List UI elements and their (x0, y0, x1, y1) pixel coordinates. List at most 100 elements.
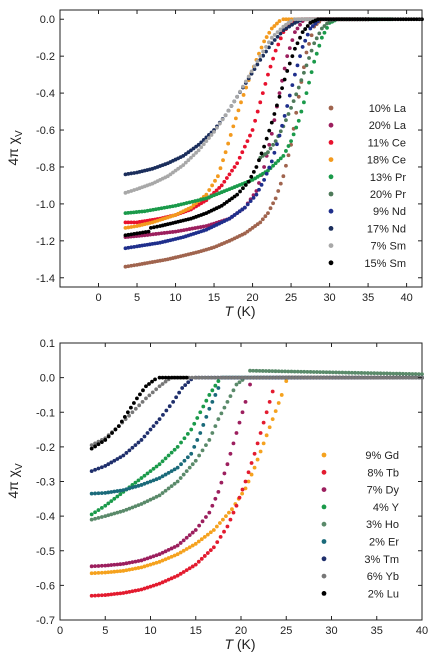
data-point (251, 169, 256, 174)
data-point (285, 54, 290, 59)
data-point (290, 22, 294, 27)
data-point (130, 410, 135, 415)
y-tick-label: -0.3 (36, 477, 55, 489)
data-point (201, 142, 206, 147)
data-point (272, 150, 277, 155)
data-point (216, 489, 221, 494)
data-point (132, 401, 136, 405)
data-point (267, 369, 272, 373)
data-point (170, 230, 175, 234)
data-point (242, 144, 247, 149)
data-point (302, 369, 307, 374)
data-point (275, 21, 279, 26)
data-point (363, 375, 368, 380)
data-point (260, 217, 265, 222)
data-point (139, 483, 144, 487)
data-point (269, 35, 274, 40)
data-point (286, 144, 291, 148)
data-point (294, 110, 299, 115)
data-point (350, 17, 355, 22)
data-point (296, 118, 301, 123)
data-point (275, 375, 279, 380)
data-point (210, 431, 215, 435)
data-point (151, 583, 156, 588)
data-point (215, 375, 220, 380)
data-point (172, 467, 177, 472)
data-point (278, 27, 283, 32)
data-point (116, 424, 121, 428)
data-point (99, 440, 104, 445)
data-point (260, 91, 265, 95)
data-point (131, 210, 136, 215)
legend-bottom: 9% Gd 8% Tb 7% Dy 4% Y 3% Ho 2% Er 3% Tm 6% Yb 2… (321, 450, 400, 600)
data-point (195, 416, 200, 420)
legend-marker (328, 122, 334, 128)
data-point (278, 181, 283, 186)
data-point (216, 417, 221, 422)
data-point (147, 393, 152, 398)
data-point (129, 189, 134, 193)
data-point (341, 375, 346, 380)
legend-label: 4% Y (373, 502, 400, 514)
data-point (305, 32, 310, 37)
data-point (330, 370, 335, 375)
data-point (121, 453, 126, 458)
data-point (169, 375, 174, 380)
data-point (243, 486, 248, 491)
data-point (130, 445, 135, 450)
data-point (322, 375, 327, 380)
data-point (210, 388, 215, 393)
data-point (150, 390, 155, 395)
data-point (170, 204, 175, 209)
data-point (157, 384, 162, 389)
data-point (151, 561, 156, 566)
data-point (147, 382, 151, 386)
data-point (93, 510, 97, 515)
data-point (246, 470, 251, 475)
data-point (326, 17, 331, 22)
data-point (337, 370, 342, 375)
legend-label: 6% Yb (367, 571, 399, 583)
data-point (213, 424, 218, 428)
data-point (250, 128, 255, 132)
data-point (172, 447, 177, 452)
data-point (305, 369, 310, 374)
data-point (272, 112, 277, 116)
data-point (103, 491, 108, 495)
data-point (157, 581, 162, 586)
data-point (248, 382, 252, 387)
data-point (181, 375, 186, 380)
x-tick-label: 10 (169, 292, 181, 304)
data-point (99, 570, 104, 575)
data-point (295, 41, 300, 46)
data-point (151, 207, 156, 212)
legend-label: 13% Pr (370, 172, 406, 184)
data-point (237, 495, 242, 500)
data-point (99, 491, 104, 495)
data-point (249, 174, 254, 179)
data-point (126, 220, 131, 225)
data-point (195, 438, 200, 442)
data-point (186, 158, 191, 163)
data-point (210, 399, 215, 404)
data-point (118, 569, 123, 574)
data-point (162, 205, 167, 210)
data-point (103, 514, 108, 519)
data-point (309, 48, 314, 53)
data-point (243, 479, 248, 484)
data-point (163, 379, 168, 384)
data-point (406, 17, 411, 22)
data-point (165, 230, 170, 235)
legend-label: 3% Tm (364, 554, 399, 566)
data-point (217, 121, 222, 126)
data-point (269, 120, 274, 125)
data-point (231, 375, 235, 380)
data-point (204, 398, 209, 403)
data-point (225, 462, 230, 467)
data-point (89, 491, 94, 496)
data-point (388, 371, 393, 376)
data-point (126, 232, 131, 237)
data-point (123, 246, 128, 251)
data-point (193, 458, 198, 463)
